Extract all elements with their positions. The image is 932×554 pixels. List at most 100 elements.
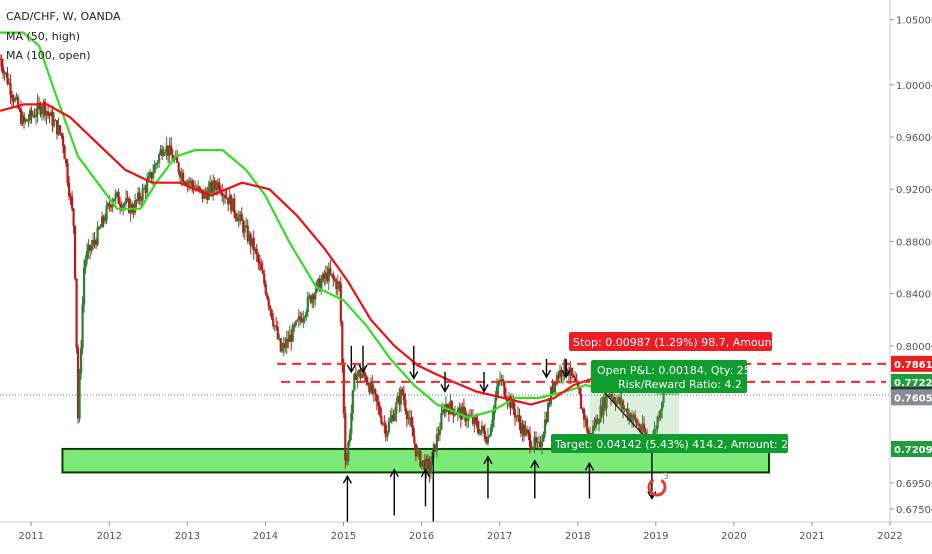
indicator-ma100-label[interactable]: MA (100, open) [6, 49, 91, 62]
candle-body [521, 424, 524, 434]
candle-body [248, 234, 251, 241]
candle-body [109, 206, 113, 208]
candle-body [213, 180, 216, 188]
candle-body [197, 186, 200, 190]
candle-body [584, 418, 587, 420]
candle-body [530, 446, 533, 449]
candle-body [25, 119, 29, 122]
candle-body [76, 347, 80, 419]
candle-body [389, 418, 392, 423]
candle-body [191, 180, 194, 186]
candle-body [323, 273, 326, 279]
annotation-labels-layer: Stop: 0.00987 (1.29%) 98.7, Amount: 750 … [551, 332, 827, 453]
candle-body [422, 460, 425, 462]
candle-body [617, 397, 620, 401]
candle-body [138, 192, 141, 200]
candle-body [354, 373, 357, 380]
watermark-logo-icon [647, 477, 667, 497]
candle-body [366, 382, 369, 385]
target-label-box [551, 434, 788, 453]
indicator-ma50-label[interactable]: MA (50, high) [6, 30, 80, 43]
time-axis-panel[interactable] [0, 522, 932, 550]
candle-body [473, 417, 476, 424]
ma100-line[interactable] [0, 103, 594, 406]
candle-body [381, 423, 384, 425]
chart-title: CAD/CHF, W, OANDA [6, 10, 121, 23]
candle-body [356, 373, 359, 380]
candle-body [206, 193, 209, 200]
candle-body [495, 386, 499, 399]
candle-body [542, 434, 545, 442]
candle-body [258, 262, 261, 265]
candle-body [113, 199, 116, 202]
candle-body [558, 369, 562, 378]
candle-body [285, 338, 288, 348]
candle-body [602, 397, 605, 416]
candle-body [342, 365, 345, 414]
price-badge-label: 0.77222 [894, 378, 932, 389]
candle-body [603, 397, 607, 409]
candle-body [82, 267, 86, 305]
candle-body [75, 278, 78, 348]
candle-body [488, 435, 491, 437]
candle-body [498, 379, 502, 383]
candle-body [560, 369, 563, 377]
price-badge-label: 0.76051 [894, 393, 932, 404]
candle-body [212, 180, 215, 193]
candle-body [570, 367, 574, 376]
candle-body [636, 424, 640, 426]
ma50-line[interactable] [0, 31, 610, 419]
candle-body [450, 401, 454, 409]
candle-body [42, 101, 45, 110]
candle-body [402, 393, 405, 401]
candle-body [64, 159, 68, 164]
arrow-head-icon [346, 364, 356, 374]
candle-body [146, 180, 149, 193]
candle-body [435, 434, 438, 451]
candle-body [407, 418, 410, 420]
pnl-label-line2: Risk/Reward Ratio: 4.2 [618, 378, 742, 391]
candle-body [149, 172, 152, 177]
candle-body [474, 417, 478, 422]
candle-body [4, 72, 8, 74]
candle-body [176, 156, 179, 163]
candle-body [660, 402, 664, 411]
candle-body [332, 274, 335, 279]
candle-body [656, 416, 659, 429]
candle-body [294, 321, 297, 326]
candle-body [644, 431, 647, 434]
candle-body [116, 192, 119, 194]
pnl-label-box [591, 360, 747, 393]
candle-body [63, 145, 66, 160]
candle-body [624, 408, 628, 410]
candle-body [228, 195, 231, 205]
candle-body [599, 405, 602, 423]
candle-body [630, 418, 634, 422]
candle-body [46, 111, 50, 114]
candle-body [99, 226, 102, 229]
candle-body [179, 172, 182, 178]
candle-body [171, 154, 174, 162]
candle-body [437, 434, 440, 436]
candle-body [375, 394, 378, 403]
candle-body [317, 278, 320, 283]
candle-body [642, 423, 646, 432]
candle-body [528, 433, 532, 447]
candle-body [209, 182, 212, 188]
candle-body [555, 375, 559, 385]
time-tick-label: 2018 [565, 531, 590, 542]
candle-body [254, 248, 257, 251]
pnl-label-line1: Open P&L: 0.00184, Qty: 25329 [597, 364, 772, 377]
candle-body [125, 198, 128, 204]
candle-body [404, 400, 407, 411]
moving-averages-layer [0, 31, 610, 419]
candle-body [537, 442, 541, 444]
candle-body [390, 415, 393, 419]
price-axis-panel[interactable] [890, 0, 932, 550]
